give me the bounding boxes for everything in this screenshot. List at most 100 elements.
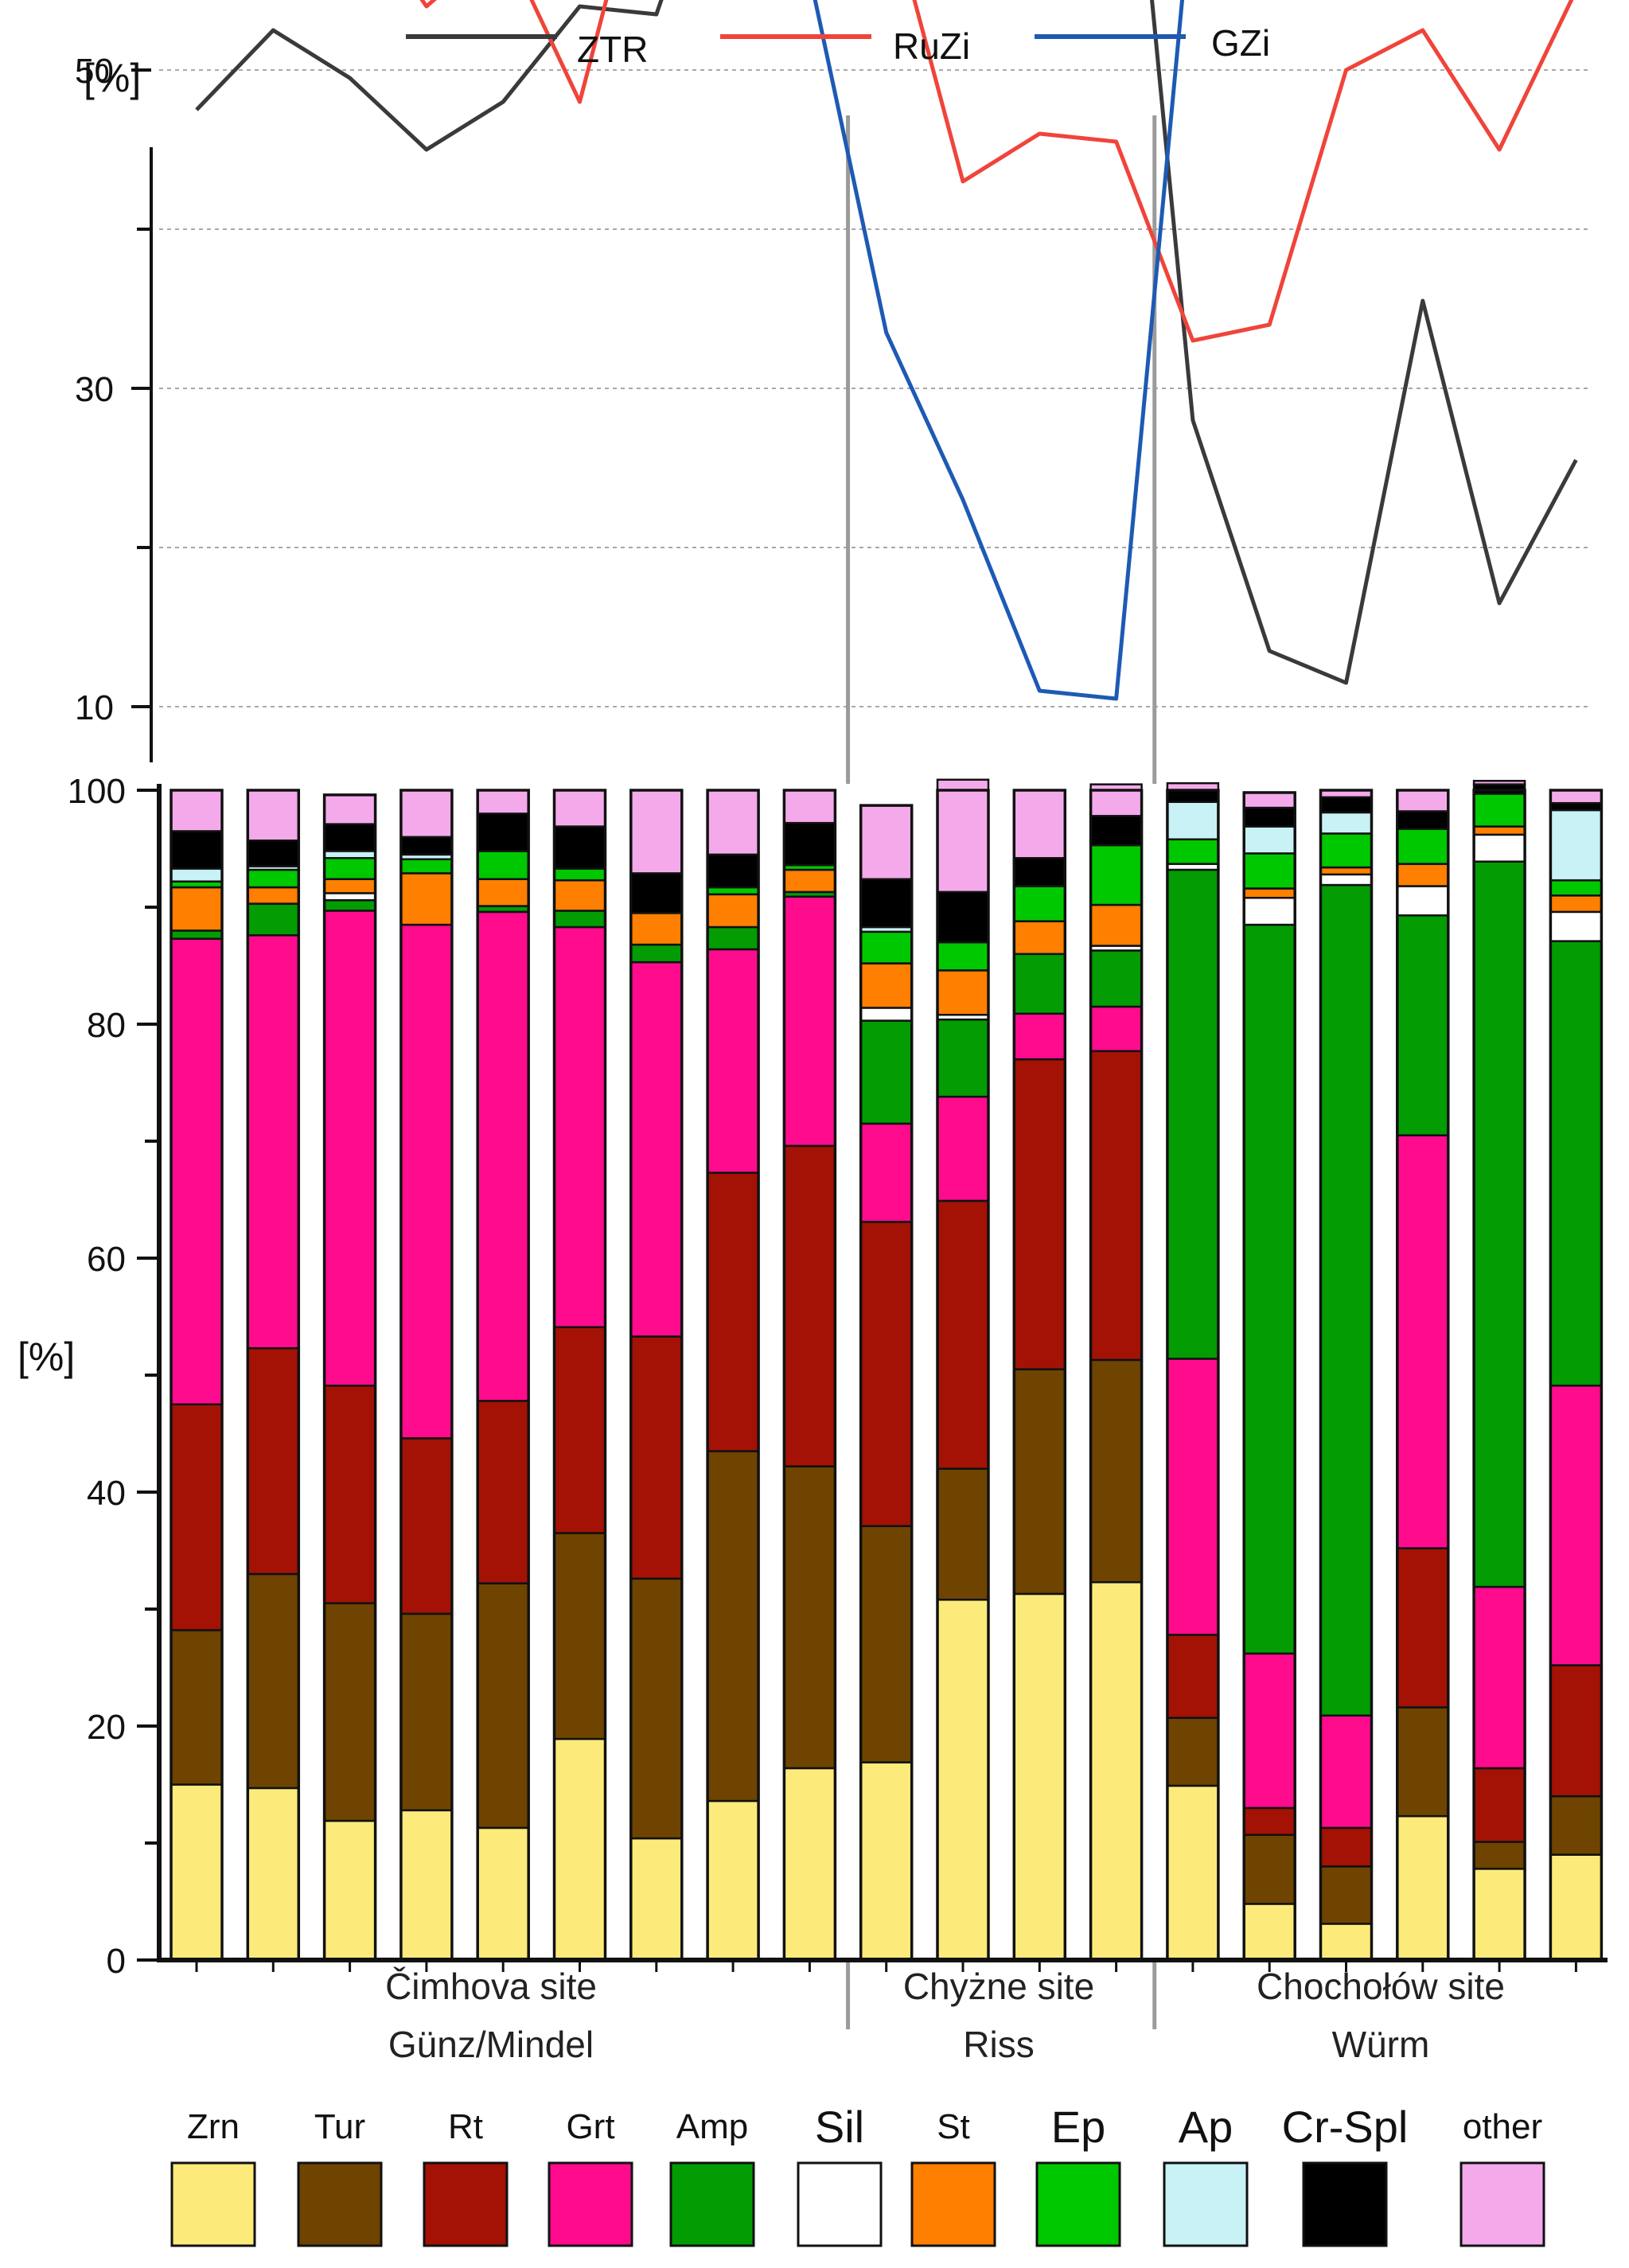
bar-3-zrn <box>323 1819 376 1962</box>
index-lines <box>195 0 1578 701</box>
bar-7-zrn <box>629 1837 684 1962</box>
line-ztr <box>195 0 1578 685</box>
line-legend: ZTR RuZi GZi <box>406 22 1270 70</box>
bar-19-tur <box>1549 1795 1603 1856</box>
bar-1-cr-spl <box>170 830 224 870</box>
bar-1-ap <box>170 867 224 883</box>
bar-4-other <box>399 789 454 839</box>
bar-10-amp <box>859 1019 913 1125</box>
bar-13-amp <box>1089 949 1143 1008</box>
bar-17-other <box>1396 789 1450 813</box>
bar-6-ep <box>553 867 606 882</box>
bar-11-rt <box>936 1199 990 1470</box>
bar-16-sil <box>1319 873 1373 887</box>
bar-9-other <box>783 789 836 824</box>
bar-19-rt <box>1549 1664 1603 1798</box>
bottom-y-tick-label-20: 20 <box>87 1708 126 1747</box>
site-labels: Čimhova site Günz/Mindel Chyżne site Ris… <box>385 1966 1505 2065</box>
bar-1-st <box>170 886 224 932</box>
bar-19-amp <box>1549 940 1603 1387</box>
bar-18-other <box>1472 779 1526 785</box>
bar-12-other <box>1013 789 1066 859</box>
bar-19-sil <box>1549 910 1603 942</box>
site-stage-cimhova: Günz/Mindel <box>388 2024 594 2065</box>
bar-16-rt <box>1319 1826 1373 1868</box>
bar-11-cr-spl <box>936 890 990 944</box>
bar-5-cr-spl <box>476 813 530 852</box>
legend-label-sil: Sil <box>815 2102 864 2152</box>
bar-8-rt <box>706 1171 760 1452</box>
bar-6-grt <box>553 926 606 1328</box>
line-gzi <box>813 0 1185 701</box>
bar-16-st <box>1319 866 1373 876</box>
bar-17-sil <box>1396 885 1450 917</box>
bar-4-tur <box>399 1612 454 1812</box>
bar-9-grt <box>783 895 836 1148</box>
bar-14-rt <box>1166 1634 1220 1719</box>
bar-16-cr-spl <box>1319 796 1373 814</box>
bar-17-grt <box>1396 1134 1450 1549</box>
bar-7-other <box>629 789 684 875</box>
bar-8-other <box>706 789 760 856</box>
legend-swatch-zrn <box>170 2161 256 2247</box>
bar-14-grt <box>1166 1358 1220 1636</box>
site-stage-chyzne: Riss <box>963 2024 1034 2065</box>
bar-17-ep <box>1396 828 1450 865</box>
bar-19-zrn <box>1549 1853 1603 1962</box>
bar-4-zrn <box>399 1809 454 1962</box>
bar-7-tur <box>629 1577 684 1840</box>
bar-5-st <box>476 878 530 907</box>
bar-15-st <box>1242 887 1296 899</box>
bar-13-zrn <box>1089 1580 1143 1962</box>
legend-label-ap: Ap <box>1179 2102 1233 2152</box>
bar-8-amp <box>706 926 760 951</box>
legend-swatch-st <box>910 2161 996 2247</box>
bar-16-tur <box>1319 1865 1373 1925</box>
bar-13-rt <box>1089 1050 1143 1362</box>
bar-3-ep <box>323 857 376 880</box>
line-chart-gridlines <box>159 69 1592 707</box>
top-y-tick-label-50: 50 <box>75 52 114 91</box>
legend-label-other: other <box>1463 2107 1542 2146</box>
bar-6-amp <box>553 910 606 929</box>
bar-16-ep <box>1319 832 1373 869</box>
site-name-chyzne: Chyżne site <box>903 1966 1094 2007</box>
bar-3-sil <box>323 892 376 902</box>
bar-15-grt <box>1242 1652 1296 1810</box>
bar-9-zrn <box>783 1767 836 1962</box>
legend-swatch-cr-spl <box>1302 2161 1388 2247</box>
bar-5-ep <box>476 850 530 880</box>
bar-10-cr-spl <box>859 878 913 929</box>
top-y-tick-label-30: 30 <box>75 370 114 409</box>
bar-14-ep <box>1166 838 1220 865</box>
bar-14-zrn <box>1166 1784 1220 1962</box>
bar-15-rt <box>1242 1806 1296 1836</box>
bar-2-st <box>247 886 300 905</box>
legend-label-ztr: ZTR <box>577 29 648 70</box>
bar-9-st <box>783 868 836 894</box>
bar-8-cr-spl <box>706 853 760 889</box>
bottom-y-axis-unit: [%] <box>18 1335 75 1379</box>
bar-12-grt <box>1013 1012 1066 1061</box>
bar-18-sil <box>1472 833 1526 863</box>
bar-4-st <box>399 872 454 926</box>
bar-13-ep <box>1089 844 1143 906</box>
bottom-y-tick-label-100: 100 <box>68 772 126 811</box>
bar-9-tur <box>783 1465 836 1770</box>
bar-17-rt <box>1396 1547 1450 1709</box>
bar-11-st <box>936 969 990 1016</box>
bar-19-grt <box>1549 1384 1603 1666</box>
legend-swatch-ep <box>1035 2161 1121 2247</box>
bar-7-cr-spl <box>629 872 684 914</box>
bar-11-amp <box>936 1018 990 1098</box>
bar-12-st <box>1013 920 1066 956</box>
bar-2-other <box>247 789 300 842</box>
bar-8-zrn <box>706 1799 760 1962</box>
bar-19-cr-spl <box>1549 801 1603 812</box>
legend-label-cr-spl: Cr-Spl <box>1282 2102 1409 2152</box>
site-stage-chocholow: Würm <box>1332 2024 1430 2065</box>
bar-18-amp <box>1472 860 1526 1588</box>
bar-8-grt <box>706 948 760 1174</box>
bar-6-st <box>553 879 606 912</box>
bar-12-amp <box>1013 953 1066 1015</box>
